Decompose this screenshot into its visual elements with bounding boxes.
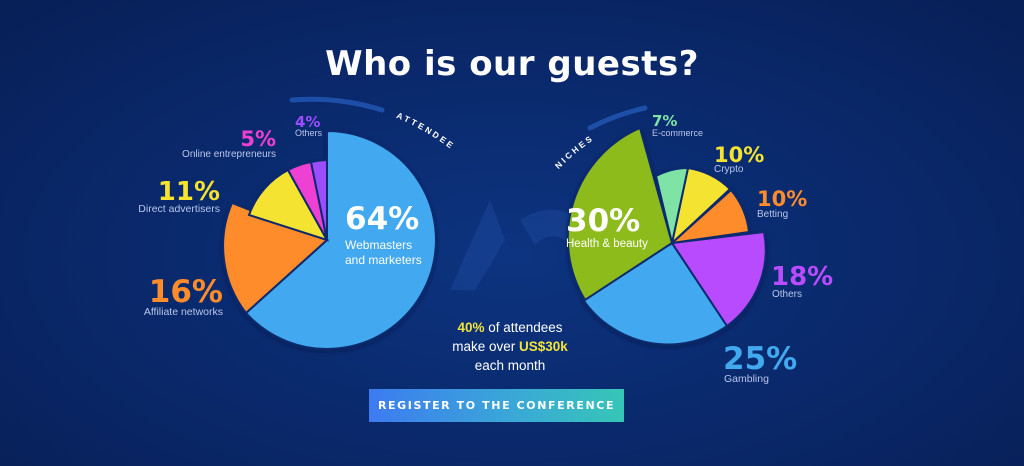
attendees-others-name-label: Others xyxy=(295,128,323,138)
webmasters-name-line1: Webmasters xyxy=(345,238,412,252)
health-beauty-name-label: Health & beauty xyxy=(566,238,648,250)
stat-text-2: make over xyxy=(452,339,519,354)
pie-slice-niches-others xyxy=(670,230,767,328)
attendees-others-value-label: 4% xyxy=(295,113,320,131)
income-stat-line3: each month xyxy=(474,358,546,373)
e-commerce-value-label: 7% xyxy=(652,112,677,130)
betting-name-label: Betting xyxy=(757,209,788,220)
income-stat-text: 40% of attendees make over US$30k each m… xyxy=(420,318,600,375)
pie-slice-betting xyxy=(668,188,751,245)
attendees-pie xyxy=(222,129,437,350)
income-stat-line2: make over US$30k xyxy=(420,337,600,356)
niches-others-name-label: Others xyxy=(772,289,802,300)
crypto-value-label: 10% xyxy=(714,143,764,167)
pie-slice-health-beauty xyxy=(566,126,674,302)
gambling-value-label: 25% xyxy=(723,341,797,377)
pie-slice-direct-advertisers xyxy=(247,168,330,242)
stat-highlight-percent: 40% xyxy=(457,320,485,335)
online-entrepreneurs-name-label: Online entrepreneurs xyxy=(182,149,276,160)
attendees-arc-decor xyxy=(289,96,385,113)
niches-arc-decor xyxy=(587,105,648,131)
register-conference-button[interactable]: REGISTER TO THE CONFERENCE xyxy=(369,389,624,422)
online-entrepreneurs-value-label: 5% xyxy=(240,127,276,151)
page-title: Who is our guests? xyxy=(325,44,699,84)
attendees-section-label: ATTENDEES xyxy=(0,0,457,152)
pie-slice-e-commerce xyxy=(654,166,690,244)
pie-slice-webmasters xyxy=(244,129,437,350)
affiliate-networks-value-label: 16% xyxy=(149,274,223,310)
niches-pie xyxy=(566,126,767,346)
health-beauty-value-label: 30% xyxy=(566,203,640,239)
income-stat-line1: 40% of attendees xyxy=(420,318,600,337)
e-commerce-name-label: E-commerce xyxy=(652,128,703,138)
webmasters-name-line2: and marketers xyxy=(345,253,422,267)
stat-text-1: of attendees xyxy=(484,320,563,335)
webmasters-value-label: 64% xyxy=(345,201,419,237)
crypto-name-label: Crypto xyxy=(714,164,744,175)
affiliate-networks-name-label: Affiliate networks xyxy=(144,306,223,318)
stat-highlight-amount: US$30k xyxy=(518,339,568,354)
direct-advertisers-value-label: 11% xyxy=(158,177,220,207)
pie-slice-attendees-others xyxy=(309,158,328,241)
pie-slice-gambling xyxy=(580,241,729,346)
niches-others-value-label: 18% xyxy=(771,262,833,292)
gambling-name-label: Gambling xyxy=(724,373,769,385)
betting-value-label: 10% xyxy=(757,187,807,211)
direct-advertisers-name-label: Direct advertisers xyxy=(138,203,220,215)
niches-section-label: NICHES xyxy=(553,133,596,171)
